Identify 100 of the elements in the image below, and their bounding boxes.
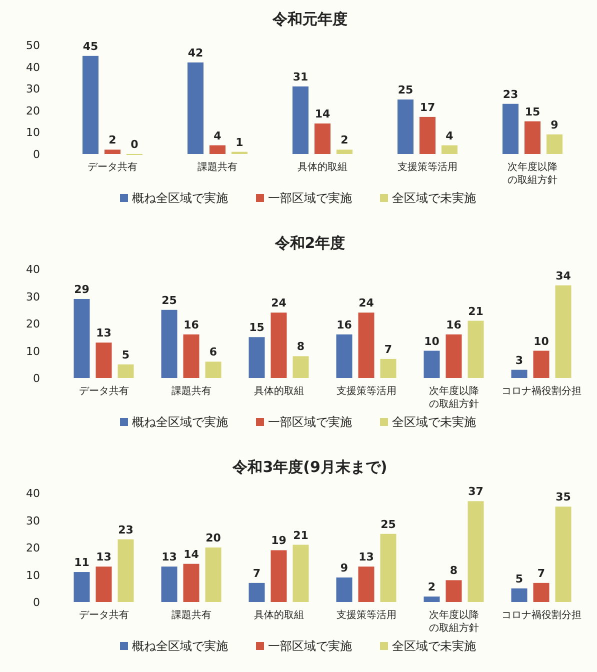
data-label: 45 (82, 40, 98, 53)
data-label: 25 (380, 518, 396, 531)
data-label: 2 (340, 134, 348, 147)
data-label: 16 (336, 318, 352, 332)
bar (336, 577, 352, 602)
data-label: 7 (384, 342, 392, 356)
bar (118, 539, 134, 602)
bar (183, 334, 200, 378)
bar (511, 588, 528, 602)
data-label: 21 (293, 528, 308, 542)
data-label: 24 (271, 296, 287, 310)
data-label: 37 (468, 485, 484, 498)
x-tick-label: 課題共有 (198, 161, 238, 173)
x-tick-label: コロナ禍役割分担 (501, 385, 582, 397)
bar (336, 334, 352, 378)
x-tick-label: データ共有 (78, 385, 129, 397)
data-label: 11 (74, 556, 90, 570)
bar (424, 596, 440, 602)
y-tick-label: 20 (26, 318, 40, 330)
data-label: 35 (556, 490, 571, 504)
data-label: 0 (130, 138, 139, 151)
y-tick-label: 10 (26, 344, 40, 358)
bar (502, 104, 518, 154)
legend-label: 概ね全区域で実施 (132, 191, 228, 205)
x-tick-label: 課題共有 (171, 609, 212, 621)
bar (183, 564, 200, 602)
legend-label: 全区域で未実施 (392, 191, 476, 205)
bar (546, 134, 562, 154)
legend-label: 概ね全区域で実施 (132, 415, 228, 429)
x-tick-label: 支援策等活用 (336, 609, 396, 621)
bar (270, 550, 287, 602)
bar (74, 572, 90, 602)
y-tick-label: 30 (26, 514, 40, 528)
legend-label: 一部区域で実施 (268, 415, 352, 429)
bar (74, 298, 90, 378)
data-label: 19 (271, 534, 286, 548)
data-label: 9 (550, 118, 558, 132)
legend-label: 全区域で未実施 (392, 639, 476, 653)
legend-label: 全区域で未実施 (392, 415, 476, 429)
bar (270, 312, 287, 378)
bar (524, 121, 540, 154)
bar (205, 548, 222, 602)
data-label: 29 (74, 282, 90, 296)
y-tick-label: 30 (26, 82, 40, 96)
data-label: 8 (296, 340, 305, 354)
x-tick-label: 支援策等活用 (336, 385, 396, 397)
data-label: 25 (398, 84, 414, 96)
bar (104, 150, 120, 154)
data-label: 10 (424, 334, 440, 348)
chart-title: 令和元年度 (272, 10, 348, 28)
bar (205, 362, 222, 378)
bar (292, 86, 308, 154)
data-label: 6 (209, 346, 218, 359)
bar (248, 337, 265, 378)
bar (358, 566, 374, 602)
data-label: 15 (249, 321, 264, 334)
bar (442, 145, 458, 154)
data-label: 4 (214, 129, 222, 142)
data-label: 5 (122, 348, 130, 362)
y-tick-label: 0 (33, 372, 40, 385)
bar (336, 150, 352, 154)
bar (555, 506, 572, 602)
data-label: 8 (450, 564, 458, 578)
x-tick-label: データ共有 (78, 609, 129, 621)
y-tick-label: 30 (26, 290, 40, 304)
bar (380, 358, 396, 378)
bar (248, 582, 265, 602)
bar (210, 145, 226, 154)
data-label: 13 (162, 550, 177, 564)
bar (446, 580, 462, 602)
chart-title: 令和2年度 (274, 234, 346, 252)
y-tick-label: 20 (26, 104, 40, 118)
bar (314, 123, 330, 154)
bar (468, 320, 484, 378)
x-tick-label: コロナ禍役割分担 (501, 609, 582, 621)
data-label: 9 (340, 561, 348, 574)
data-label: 34 (556, 269, 572, 282)
x-tick-label: 具体的取組 (254, 385, 304, 397)
y-tick-label: 20 (26, 542, 40, 554)
legend-label: 一部区域で実施 (268, 639, 352, 653)
x-tick-label: 支援策等活用 (398, 161, 458, 173)
y-tick-label: 40 (26, 487, 40, 500)
legend-label: 一部区域で実施 (268, 191, 352, 205)
bar (511, 370, 528, 378)
data-label: 23 (502, 88, 518, 101)
data-label: 13 (96, 550, 112, 564)
data-label: 16 (184, 318, 200, 332)
x-tick-label: 次年度以降の取組方針 (508, 161, 558, 186)
data-label: 2 (428, 580, 436, 594)
data-label: 25 (162, 294, 177, 307)
bar (446, 334, 462, 378)
data-label: 14 (184, 548, 200, 561)
y-tick-label: 0 (33, 148, 40, 161)
data-label: 16 (446, 318, 462, 332)
y-tick-label: 10 (26, 126, 40, 140)
x-tick-label: 具体的取組 (298, 161, 348, 173)
bar (161, 310, 178, 378)
y-tick-label: 10 (26, 568, 40, 582)
data-label: 3 (515, 354, 524, 367)
data-label: 7 (252, 566, 261, 580)
